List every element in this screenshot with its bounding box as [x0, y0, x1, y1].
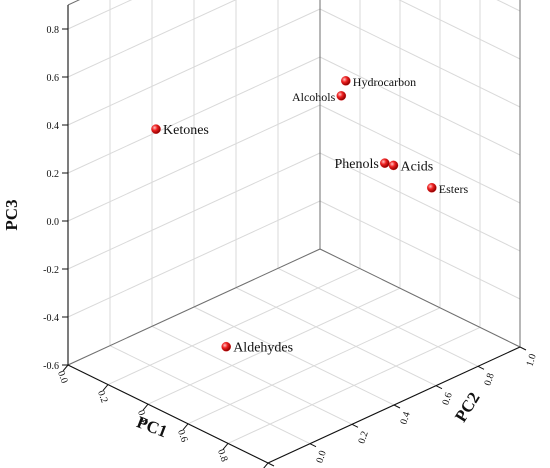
left-wall-grid-line: [67, 0, 133, 30]
data-points: EtherKetonesHydrocarbonAlcoholsPhenolsAc…: [151, 75, 468, 356]
y-tick-label: 0.6: [440, 391, 454, 406]
x-tick-label: 0.2: [95, 389, 110, 405]
data-point-marker: [341, 76, 351, 86]
data-point-marker: [221, 341, 231, 352]
axes: [62, 5, 527, 468]
frame-edge: [319, 248, 521, 348]
left-wall-grid-line: [67, 200, 321, 318]
data-point-label: Phenols: [334, 157, 378, 172]
floor-grid-line: [193, 306, 395, 406]
back-wall-grid-line: [319, 200, 521, 300]
chart-frame: [67, 0, 521, 366]
z-tick-label: 0.8: [47, 25, 60, 36]
y-axis-tick: [393, 404, 401, 409]
left-wall-grid-line: [67, 152, 321, 270]
grid-lines: [67, 0, 521, 464]
x-axis-tick: [62, 364, 69, 372]
data-point-label: Esters: [439, 182, 469, 196]
data-point-marker: [380, 158, 390, 168]
y-axis-tick: [351, 423, 359, 428]
back-wall-grid-line: [319, 56, 521, 156]
data-point: Phenols: [334, 157, 390, 172]
y-axis-title: PC2: [451, 389, 484, 426]
left-wall-grid-line: [67, 104, 321, 222]
y-axis-tick: [309, 443, 317, 448]
z-tick-label: -0.6: [43, 361, 59, 372]
left-wall-grid-line: [67, 8, 321, 126]
back-wall-grid-line: [496, 0, 521, 12]
x-axis-tick: [263, 462, 269, 468]
data-point-label: Acids: [401, 159, 434, 174]
floor-grid-line: [235, 287, 437, 387]
x-tick-label: 0.0: [55, 369, 70, 385]
z-tick-label: 0.0: [47, 217, 60, 228]
data-point: Esters: [427, 182, 468, 196]
data-point: Ketones: [151, 123, 209, 138]
back-wall-grid-line: [398, 0, 521, 60]
y-tick-label: 0.4: [398, 411, 412, 426]
x-tick-label: 0.8: [215, 448, 230, 464]
y-tick-label: 1.0: [524, 353, 538, 368]
x-axis-tick: [182, 423, 189, 431]
tick-labels: -0.6 -0.4 -0.2 0.0 0.2 0.4 0.6 0.8 0.0 0.2 0.4 0.6 0…: [43, 25, 539, 468]
x-axis-tick: [222, 443, 229, 450]
back-wall-grid-line: [319, 104, 521, 204]
left-wall-grid-line: [67, 0, 237, 78]
data-point-marker: [388, 160, 399, 171]
data-point-label: Aldehydes: [233, 341, 293, 356]
data-point-marker: [151, 124, 161, 134]
z-tick-label: -0.2: [43, 265, 59, 276]
data-point: Hydrocarbon: [341, 75, 416, 89]
back-wall-grid-line: [319, 8, 521, 108]
x-axis-tick: [102, 384, 109, 391]
floor-grid-line: [151, 325, 353, 425]
data-point-label: Hydrocarbon: [353, 75, 416, 89]
x-tick-label: 0.4: [135, 409, 150, 425]
data-point-label: Alcohols: [292, 90, 336, 104]
z-tick-label: 0.6: [47, 73, 60, 84]
y-axis-tick: [267, 462, 275, 467]
data-point: Aldehydes: [221, 341, 293, 356]
left-wall-grid-line: [67, 56, 321, 174]
back-wall-grid-line: [319, 152, 521, 252]
x-axis-tick: [142, 403, 149, 411]
floor-grid-line: [109, 345, 311, 445]
y-tick-label: 0.8: [482, 372, 496, 387]
z-tick-label: 0.4: [47, 121, 60, 132]
z-axis-title: PC3: [2, 199, 21, 230]
data-point-marker: [427, 183, 437, 193]
data-point-marker: [336, 91, 347, 101]
x-axis-line: [67, 364, 269, 464]
y-axis-tick: [477, 365, 485, 370]
y-tick-label: 0.2: [356, 430, 370, 445]
data-point: Acids: [388, 159, 434, 174]
data-point-label: Ketones: [163, 123, 209, 138]
z-tick-label: 0.2: [47, 169, 60, 180]
data-point: Alcohols: [292, 90, 347, 104]
frame-edge: [67, 248, 321, 366]
x-tick-label: 0.6: [175, 428, 190, 444]
y-axis-tick: [519, 346, 527, 351]
y-tick-label: 0.0: [314, 449, 328, 464]
y-axis-tick: [435, 385, 443, 390]
z-tick-label: -0.4: [43, 313, 59, 324]
x-axis-title: PC1: [134, 412, 170, 441]
floor-grid-line: [277, 267, 479, 367]
